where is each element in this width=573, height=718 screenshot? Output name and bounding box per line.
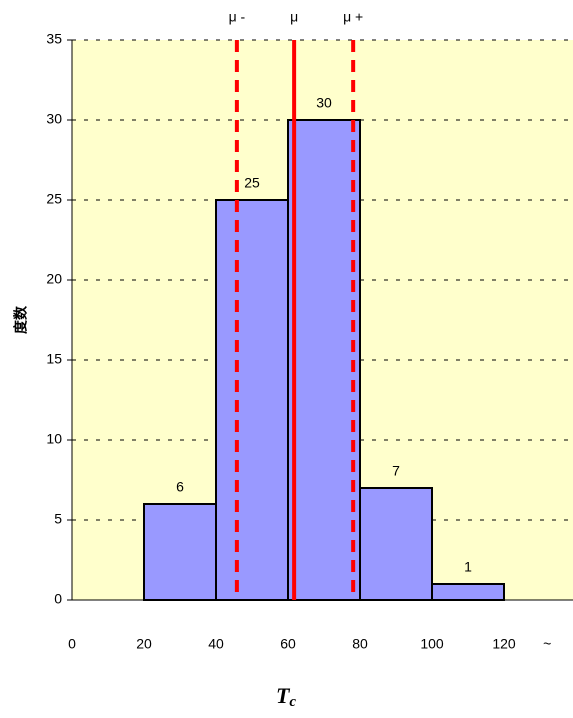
y-tick-label: 10 [46, 431, 62, 447]
data-label: 6 [176, 479, 184, 495]
y-tick-label: 35 [46, 31, 62, 47]
reference-label: μ [290, 9, 298, 25]
data-label: 7 [392, 463, 400, 479]
data-label: 30 [316, 95, 332, 111]
x-tick-label: 20 [136, 636, 152, 652]
x-tick-label: 100 [420, 636, 444, 652]
x-tick-label: ~ [543, 636, 551, 652]
bar [215, 199, 289, 601]
x-axis-label-sub: c [289, 694, 296, 710]
y-tick-label: 0 [54, 591, 62, 607]
bar [359, 487, 433, 601]
data-label: 25 [244, 175, 260, 191]
bar [287, 119, 361, 601]
bar [143, 503, 217, 601]
y-tick-label: 25 [46, 191, 62, 207]
x-tick-label: 0 [68, 636, 76, 652]
x-tick-label: 40 [208, 636, 224, 652]
y-axis-label: 度数 [13, 305, 29, 334]
y-tick-label: 20 [46, 271, 62, 287]
y-tick-label: 15 [46, 351, 62, 367]
data-label: 1 [464, 559, 472, 575]
x-axis-label-main: T [276, 683, 291, 708]
x-tick-label: 60 [280, 636, 296, 652]
reference-label: μ + [343, 9, 363, 25]
x-tick-label: 120 [492, 636, 516, 652]
reference-label: μ - [229, 9, 246, 25]
y-tick-label: 5 [54, 511, 62, 527]
x-tick-label: 80 [352, 636, 368, 652]
x-axis-label: Tc [276, 683, 296, 710]
bar [431, 583, 505, 601]
y-tick-label: 30 [46, 111, 62, 127]
